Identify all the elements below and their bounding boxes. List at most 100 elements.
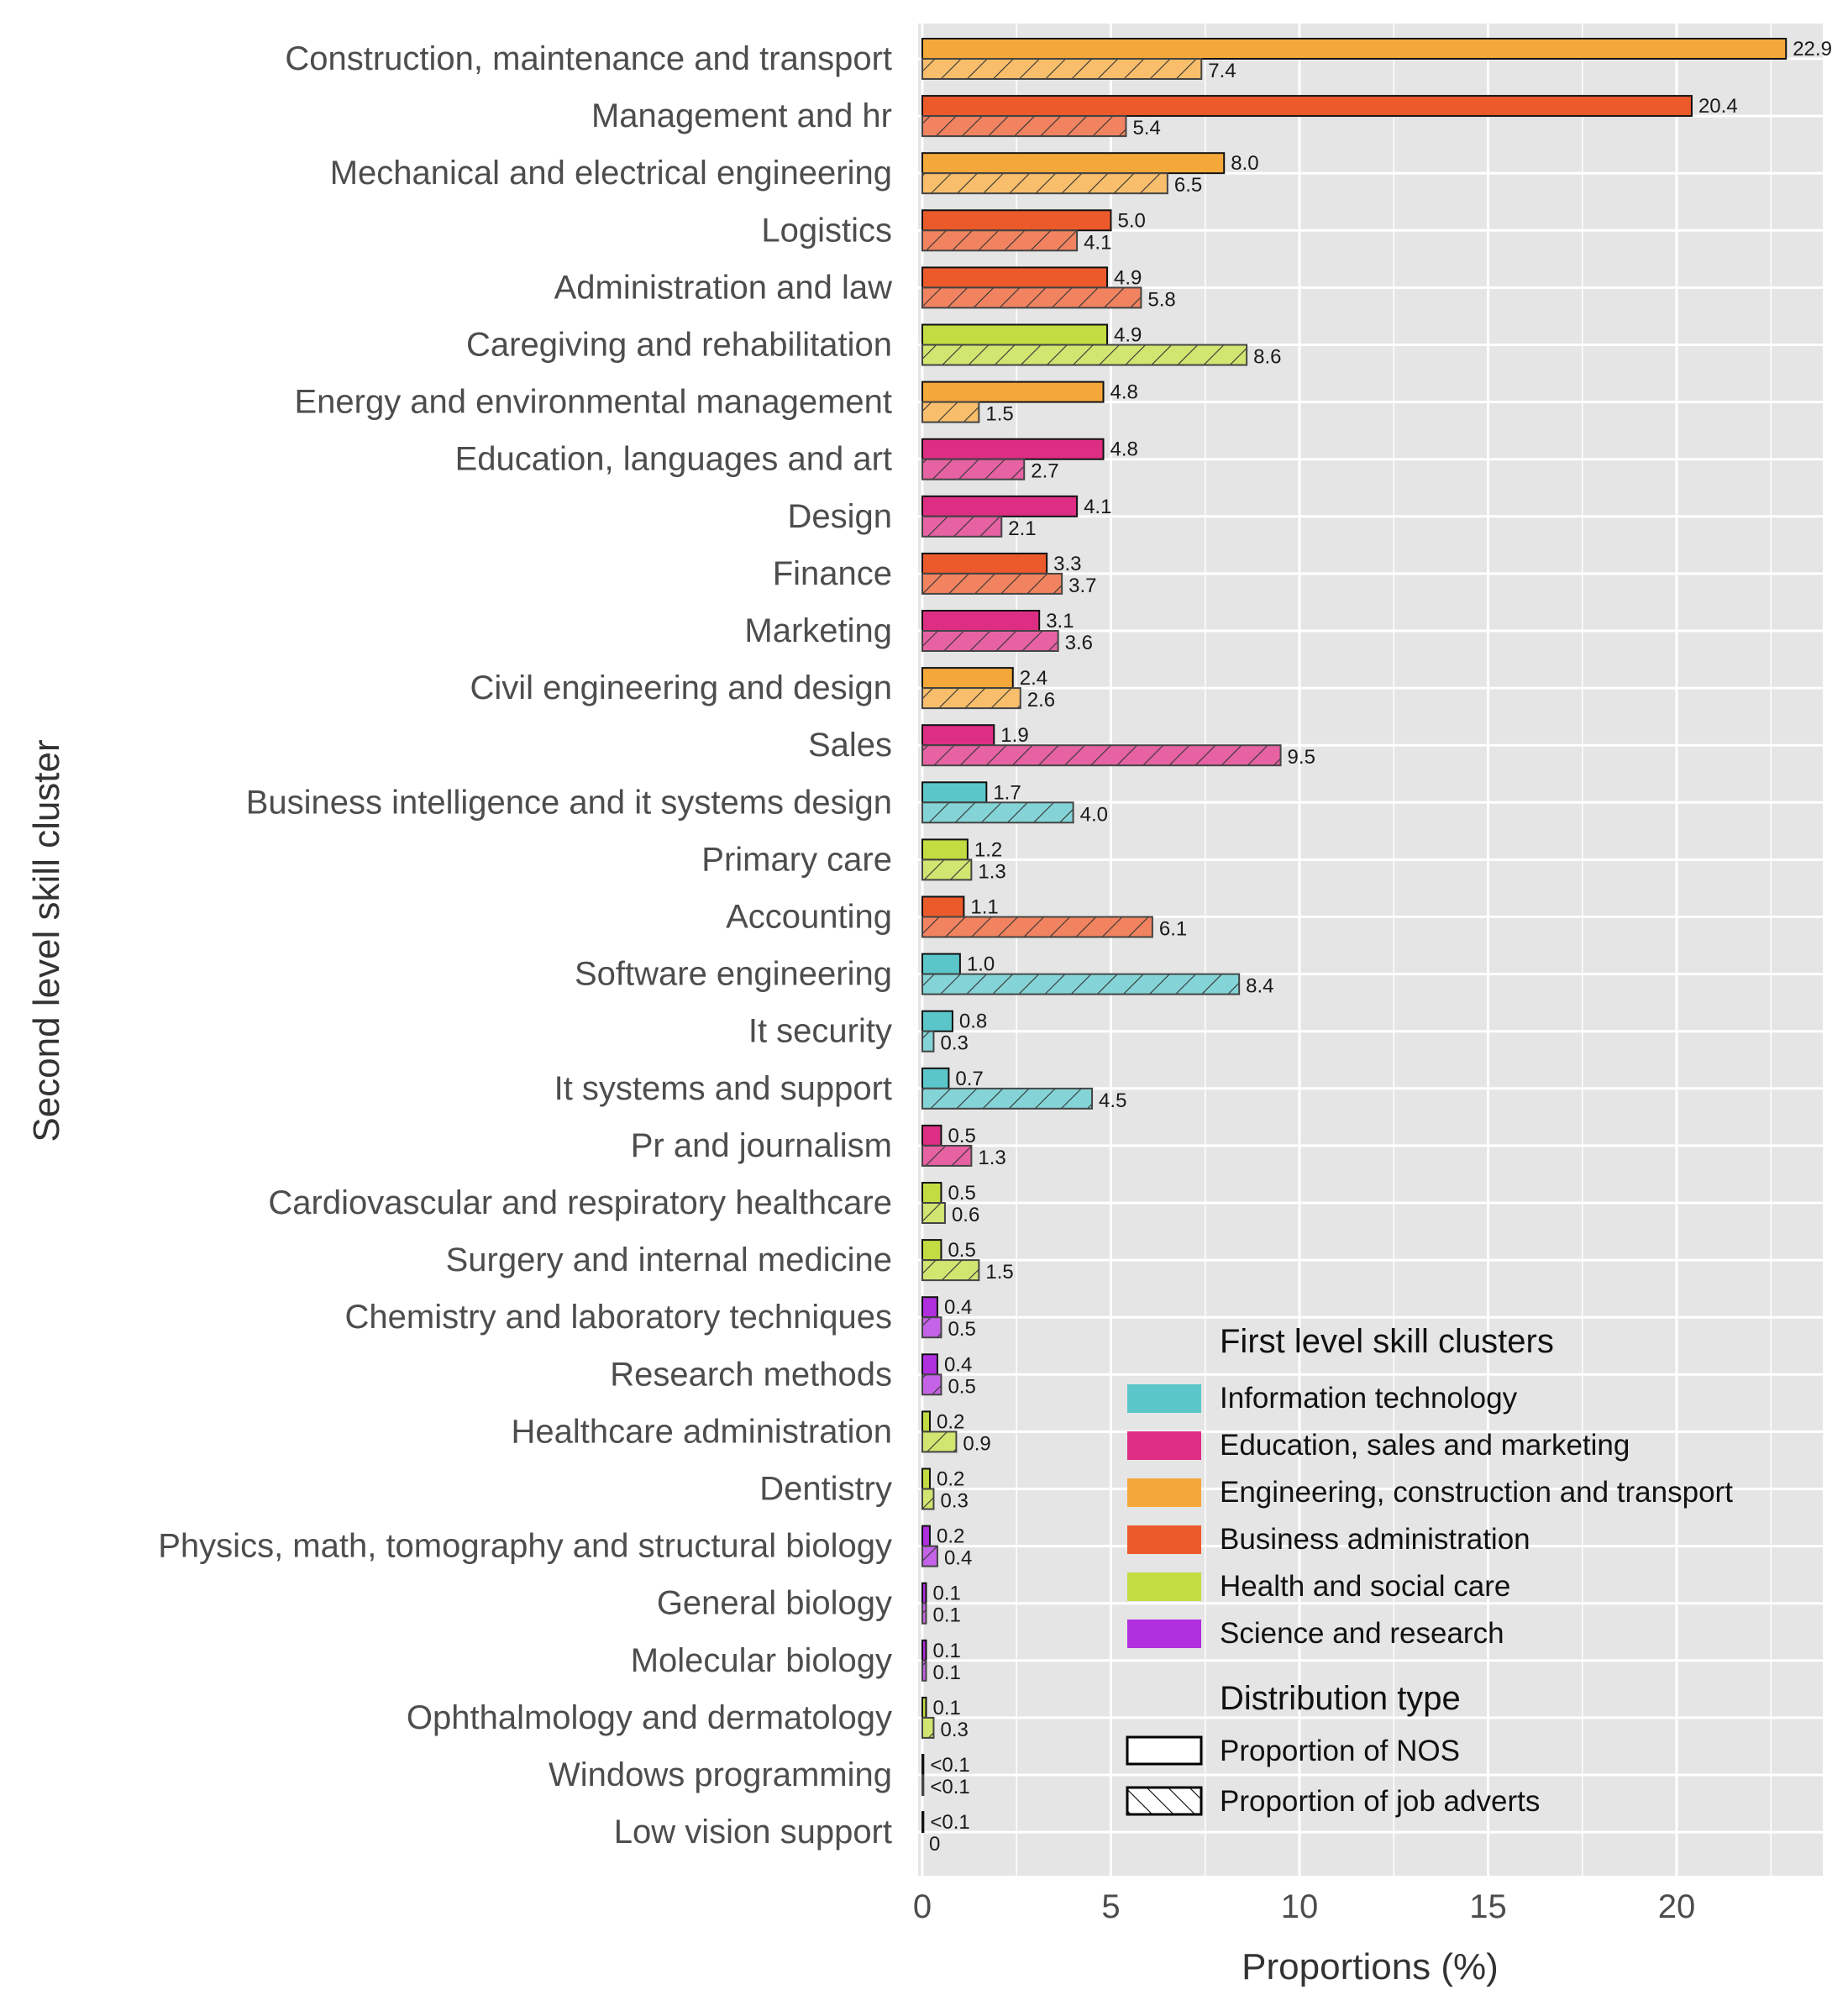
- category-label: Dentistry: [759, 1471, 892, 1508]
- bar-nos: [921, 667, 1014, 690]
- bar-ads-hatch: [921, 515, 1003, 538]
- value-label-nos: 1.1: [970, 896, 998, 919]
- legend-swatch: [1127, 1525, 1201, 1554]
- bar-ads-hatch: [921, 115, 1127, 138]
- bar-nos: [921, 38, 1788, 60]
- value-label-nos: 8.0: [1231, 152, 1258, 175]
- value-label-ads: 4.1: [1084, 231, 1111, 254]
- value-label-nos: 0.8: [959, 1011, 987, 1033]
- legend-label: Business administration: [1220, 1523, 1530, 1556]
- bar-ads-hatch: [921, 916, 1153, 938]
- legend-label: Education, sales and marketing: [1220, 1429, 1630, 1462]
- value-label-ads: 1.5: [985, 1261, 1013, 1284]
- bar-nos: [921, 266, 1109, 289]
- value-label-nos: 0.5: [948, 1239, 975, 1262]
- bar-nos: [921, 895, 965, 918]
- bar-ads-hatch: [921, 744, 1282, 767]
- category-label: Physics, math, tomography and structural…: [158, 1528, 892, 1565]
- bar-ads-hatch: [921, 973, 1241, 995]
- bar-ads-hatch: [921, 58, 1203, 80]
- category-label: Low vision support: [614, 1814, 892, 1851]
- value-label-nos: 0.1: [932, 1640, 960, 1662]
- value-label-ads: 0.1: [932, 1662, 960, 1684]
- category-labels: Construction, maintenance and transport M…: [158, 40, 892, 1851]
- bar-ads-hatch: [921, 1716, 935, 1739]
- bar-ads-hatch: [921, 1259, 980, 1282]
- value-label-ads: 2.1: [1008, 517, 1036, 540]
- category-label: Caregiving and rehabilitation: [466, 327, 892, 364]
- category-label: Windows programming: [549, 1756, 892, 1793]
- category-label: Pr and journalism: [631, 1127, 892, 1164]
- value-label-nos: 20.4: [1698, 95, 1738, 118]
- category-label: Software engineering: [575, 956, 892, 993]
- value-label-ads: 0.4: [944, 1547, 972, 1570]
- category-label: It security: [748, 1013, 892, 1050]
- bar-ads-hatch: [921, 1373, 942, 1396]
- bar-ads-hatch: [921, 1602, 927, 1625]
- category-label: Construction, maintenance and transport: [285, 40, 892, 77]
- bar-ads-hatch: [921, 401, 980, 423]
- bar-nos: [921, 209, 1112, 232]
- bar-nos: [921, 495, 1079, 517]
- x-tick-label: 0: [913, 1888, 932, 1925]
- value-label-nos: 0.4: [944, 1296, 972, 1319]
- bar-ads-hatch: [921, 1202, 946, 1224]
- value-label-nos: 0.2: [937, 1468, 964, 1491]
- category-label: Finance: [773, 555, 892, 592]
- value-label-nos: 1.0: [967, 953, 995, 976]
- legend-label: Science and research: [1220, 1617, 1504, 1650]
- value-label-nos: 5.0: [1118, 209, 1146, 232]
- legend-label: Information technology: [1220, 1382, 1518, 1415]
- bar-ads-hatch: [921, 630, 1059, 652]
- bar-ads-hatch: [921, 458, 1026, 480]
- value-label-nos: 0.4: [944, 1353, 972, 1376]
- bar-nos: [921, 1010, 953, 1032]
- bar-nos: [921, 724, 995, 747]
- value-label-nos: <0.1: [930, 1754, 969, 1777]
- value-label-ads: 1.3: [978, 860, 1005, 883]
- x-tick-label: 15: [1469, 1888, 1507, 1925]
- bar-ads-hatch: [921, 1774, 925, 1796]
- value-label-nos: 1.7: [993, 781, 1021, 804]
- value-label-nos: 0.2: [937, 1410, 964, 1433]
- category-label: Education, languages and art: [455, 441, 892, 478]
- legend-title-distribution: Distribution type: [1220, 1680, 1461, 1717]
- legend-title-groups: First level skill clusters: [1220, 1323, 1554, 1360]
- category-label: Logistics: [761, 212, 892, 249]
- legend-pattern-swatch: [1126, 1735, 1203, 1766]
- x-tick-label: 5: [1101, 1888, 1120, 1925]
- bar-ads-hatch: [921, 1144, 973, 1167]
- bar-nos: [921, 1639, 927, 1662]
- bar-nos: [921, 838, 969, 861]
- value-label-nos: 2.4: [1020, 667, 1047, 690]
- value-label-nos: 4.9: [1114, 324, 1142, 347]
- legend-label: Engineering, construction and transport: [1220, 1476, 1733, 1509]
- x-tick-labels: 0 5 10 15 20: [913, 1888, 1695, 1925]
- value-label-ads: 0.3: [940, 1032, 968, 1055]
- legend-label: Proportion of NOS: [1220, 1735, 1460, 1767]
- bar-nos: [921, 323, 1109, 346]
- bar-nos: [921, 1296, 938, 1319]
- bar-nos: [921, 1353, 938, 1376]
- value-label-ads: 7.4: [1208, 60, 1236, 82]
- value-label-nos: 4.9: [1114, 266, 1142, 289]
- bar-nos: [921, 552, 1048, 575]
- bar-ads-hatch: [921, 1316, 942, 1339]
- x-axis-title: Proportions (%): [1242, 1946, 1499, 1987]
- value-label-nos: 0.5: [948, 1182, 975, 1205]
- category-label: Molecular biology: [631, 1642, 892, 1679]
- bar-ads-hatch: [921, 858, 973, 881]
- bar-nos: [921, 781, 988, 804]
- bar-nos: [921, 1467, 931, 1490]
- bar-ads-hatch: [921, 1545, 938, 1567]
- x-tick-label: 20: [1658, 1888, 1696, 1925]
- value-label-ads: 8.4: [1246, 975, 1273, 998]
- category-label: Research methods: [610, 1356, 892, 1393]
- value-label-ads: 0.1: [932, 1604, 960, 1627]
- category-label: Administration and law: [554, 269, 893, 306]
- legend: First level skill clusters Distribution …: [1126, 1323, 1733, 1818]
- category-label: Ophthalmology and dermatology: [407, 1699, 892, 1736]
- value-label-ads: 6.1: [1159, 918, 1187, 941]
- bar-ads-hatch: [921, 1087, 1094, 1110]
- category-label: Management and hr: [591, 97, 892, 134]
